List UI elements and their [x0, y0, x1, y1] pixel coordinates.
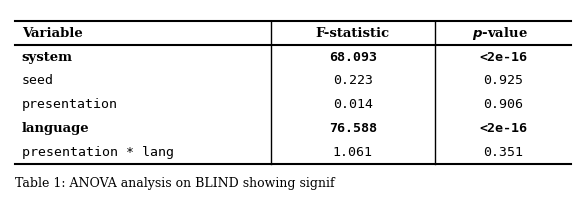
Text: 0.906: 0.906: [483, 98, 523, 111]
Text: 0.351: 0.351: [483, 146, 523, 159]
Text: <2e-16: <2e-16: [479, 51, 527, 64]
Text: 68.093: 68.093: [329, 51, 377, 64]
Text: $\bfit{p}$-value: $\bfit{p}$-value: [472, 25, 528, 42]
Text: presentation * lang: presentation * lang: [22, 146, 173, 159]
Text: presentation: presentation: [22, 98, 118, 111]
Text: <2e-16: <2e-16: [479, 122, 527, 135]
Text: 0.925: 0.925: [483, 74, 523, 88]
Text: language: language: [22, 122, 89, 135]
Text: 0.223: 0.223: [333, 74, 373, 88]
Text: 76.588: 76.588: [329, 122, 377, 135]
Text: 1.061: 1.061: [333, 146, 373, 159]
Text: 0.014: 0.014: [333, 98, 373, 111]
Text: F-statistic: F-statistic: [316, 27, 390, 40]
Text: system: system: [22, 51, 73, 64]
Text: Variable: Variable: [22, 27, 83, 40]
Text: seed: seed: [22, 74, 54, 88]
Text: Table 1: ANOVA analysis on BLIND showing signif: Table 1: ANOVA analysis on BLIND showing…: [15, 177, 334, 190]
